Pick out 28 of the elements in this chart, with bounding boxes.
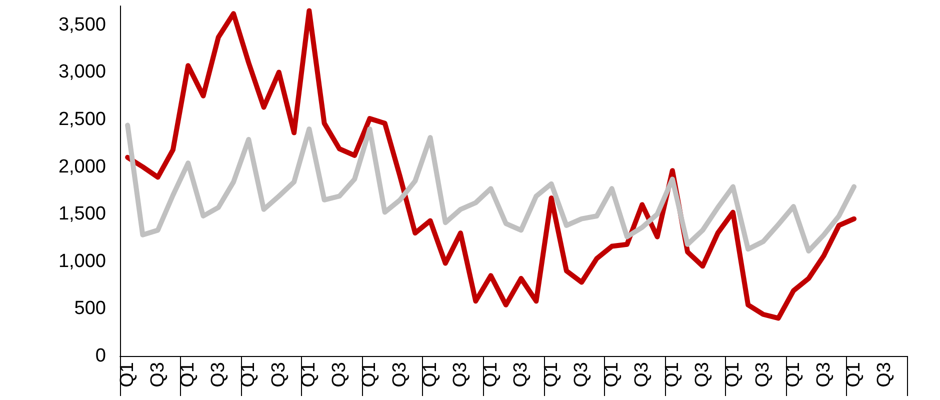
x-tick-label: Q1 <box>722 362 744 388</box>
x-tick-label: Q3 <box>692 362 714 388</box>
x-tick-label: Q3 <box>450 362 472 388</box>
x-tick-label: Q3 <box>268 362 290 388</box>
x-tick-label: Q3 <box>328 362 350 388</box>
y-tick-label: 3,000 <box>58 62 106 83</box>
x-tick-label: Q1 <box>178 362 199 388</box>
y-tick-label: 1,500 <box>58 204 106 225</box>
x-tick-label: Q3 <box>752 362 774 388</box>
x-tick-label: Q1 <box>420 362 441 388</box>
x-tick-label: Q3 <box>510 362 532 388</box>
y-tick-label: 500 <box>74 298 106 320</box>
y-tick-label: 3,500 <box>58 14 106 36</box>
y-tick-label: 2,000 <box>58 156 106 178</box>
y-tick-label: 1,000 <box>58 250 106 272</box>
x-tick-label: Q3 <box>813 362 834 388</box>
x-tick-label: Q3 <box>389 362 410 388</box>
x-tick-label: Q1 <box>601 362 622 388</box>
x-tick-label: Q3 <box>147 362 168 388</box>
x-tick-label: Q3 <box>874 362 895 388</box>
y-tick-label: 0 <box>95 346 106 366</box>
x-tick-label: Q3 <box>208 362 229 388</box>
x-tick-label: Q1 <box>298 362 320 388</box>
x-tick-label: Q3 <box>571 362 592 388</box>
x-tick-label: Q1 <box>480 362 502 388</box>
x-tick-label: Q1 <box>844 362 865 388</box>
y-tick-label: 2,500 <box>58 109 106 130</box>
x-tick-label: Q3 <box>632 362 653 388</box>
